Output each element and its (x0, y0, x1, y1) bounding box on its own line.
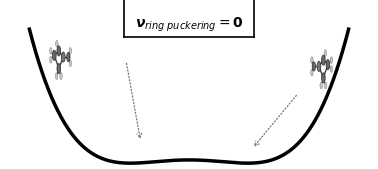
Circle shape (69, 47, 71, 54)
Circle shape (55, 73, 58, 79)
Circle shape (311, 57, 313, 64)
Circle shape (322, 55, 325, 65)
Circle shape (324, 50, 327, 56)
Circle shape (311, 69, 313, 76)
Circle shape (57, 64, 60, 74)
Text: $\boldsymbol{\nu}_{\mathit{ring\ puckering}} = \mathbf{0}$: $\boldsymbol{\nu}_{\mathit{ring\ puckeri… (135, 16, 243, 34)
Circle shape (312, 62, 316, 71)
Circle shape (53, 50, 56, 60)
Circle shape (317, 61, 321, 71)
Circle shape (50, 56, 52, 63)
Circle shape (330, 57, 333, 64)
Circle shape (60, 73, 62, 79)
Circle shape (326, 59, 330, 70)
Circle shape (330, 66, 333, 72)
Circle shape (56, 40, 58, 47)
Circle shape (320, 82, 322, 89)
Circle shape (69, 60, 71, 67)
Circle shape (324, 82, 327, 89)
Circle shape (57, 46, 60, 56)
Circle shape (322, 73, 325, 83)
Circle shape (50, 47, 52, 54)
Circle shape (62, 52, 65, 62)
Circle shape (67, 52, 70, 62)
